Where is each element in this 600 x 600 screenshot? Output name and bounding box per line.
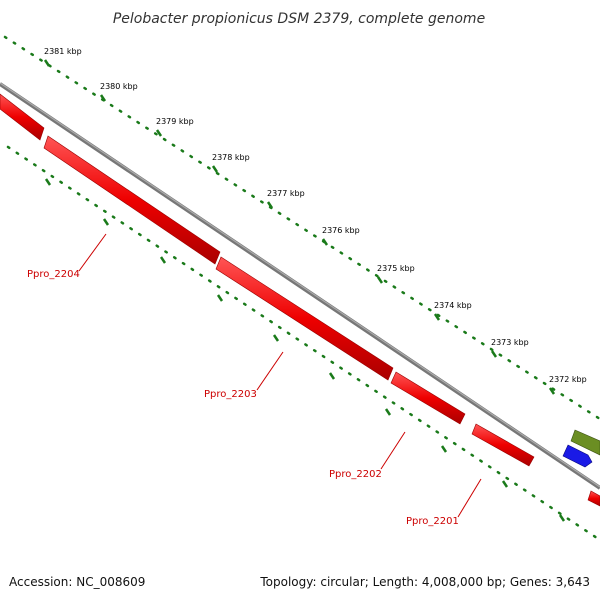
inner-major-tick [440,445,448,453]
gene-label[interactable]: Ppro_2202 [329,469,382,480]
gene-label[interactable]: Ppro_2201 [406,516,459,527]
major-tick [376,276,384,284]
inner-major-tick [272,334,280,342]
major-tick [548,387,556,395]
major-tick [43,59,51,67]
gene-leader-line [256,351,284,391]
gene-leader-line [380,431,406,470]
gene-label[interactable]: Ppro_2204 [27,269,80,280]
inner-major-tick [384,408,392,416]
blue-feature [562,444,593,468]
tick-label: 2380 kbp [100,82,138,91]
tick-label: 2373 kbp [491,338,529,347]
gene-feature-ppro-2203 [215,256,394,381]
tick-label: 2378 kbp [212,153,250,162]
tick-label: 2381 kbp [44,47,82,56]
inner-major-tick [216,294,224,302]
inner-major-tick [44,178,52,186]
inner-major-tick [328,372,336,380]
gene-leader-line [78,233,107,272]
outer-tick-ring [3,35,600,421]
major-tick [155,129,163,137]
map-title: Pelobacter propionicus DSM 2379, complet… [113,11,485,27]
gene-label[interactable]: Ppro_2203 [204,389,257,400]
tick-label: 2379 kbp [156,117,194,126]
gene-labels: Ppro_2204 Ppro_2203 Ppro_2202 Ppro_2201 [27,233,482,527]
inner-major-tick [102,218,110,226]
gene-features [0,93,600,507]
genome-summary-text: Topology: circular; Length: 4,008,000 bp… [259,575,590,589]
tick-label: 2377 kbp [267,189,305,198]
gene-feature-ppro-2201 [471,423,535,467]
inner-major-tick [159,256,167,264]
gene-feature-right-edge [587,490,600,507]
tick-label: 2376 kbp [322,226,360,235]
gene-feature-ppro-2204 [43,135,221,265]
inner-major-tick [501,480,509,488]
tick-label: 2375 kbp [377,264,415,273]
major-tick [211,165,219,173]
green-feature [570,429,600,456]
major-tick [266,201,274,209]
forward-features [562,429,600,468]
accession-text: Accession: NC_008609 [9,575,145,589]
major-tick [490,350,498,358]
tick-label: 2372 kbp [549,375,587,384]
tick-label: 2374 kbp [434,301,472,310]
major-tick [433,313,441,321]
genome-backbone [0,82,600,490]
major-ticks [43,59,556,395]
gene-feature-ppro-2202 [390,371,466,425]
tick-labels: 2381 kbp 2380 kbp 2379 kbp 2378 kbp 2377 kbp… [44,47,587,384]
major-tick [99,94,107,102]
major-tick [321,238,329,246]
inner-major-ticks [44,178,566,522]
gene-leader-line [457,478,482,518]
gene-feature-left-edge [0,93,45,141]
inner-major-tick [558,514,566,522]
